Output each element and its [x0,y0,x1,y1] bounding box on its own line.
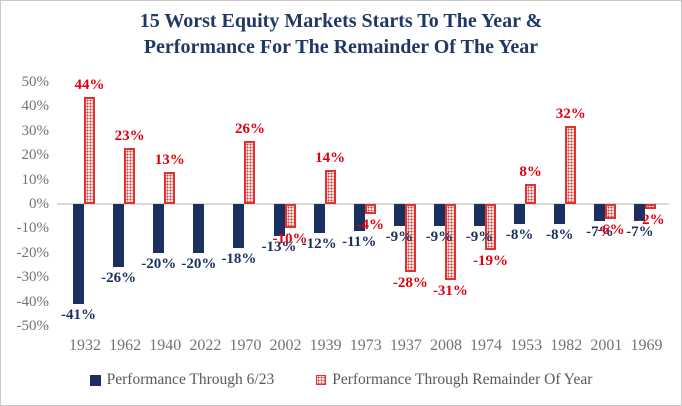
bar-performance-remainder [565,125,577,204]
bar-performance-through-6-23 [634,204,646,222]
bar-value-label: 23% [114,127,145,144]
chart-title: 15 Worst Equity Markets Starts To The Ye… [1,8,681,60]
bar-value-label: -7% [626,224,654,241]
bar-performance-remainder [284,204,296,229]
bar-value-label: -13% [261,238,297,255]
bar-value-label: -2% [637,211,665,228]
bar-performance-through-6-23 [193,204,205,253]
y-axis-tick-label: -40% [16,293,50,310]
bar-value-label: -18% [221,250,257,267]
bar-value-label: 26% [234,120,265,137]
bar-performance-through-6-23 [233,204,245,248]
bar-performance-remainder [164,172,176,204]
x-axis-year-label: 1973 [349,337,382,354]
legend: Performance Through 6/23 Performance Thr… [1,371,681,389]
y-axis-tick-label: -10% [16,220,50,237]
bar-performance-through-6-23 [474,204,486,226]
bar-value-label: 44% [74,76,105,93]
y-axis-tick-label: 20% [21,147,50,164]
chart-title-line1: 15 Worst Equity Markets Starts To The Ye… [139,10,543,32]
x-axis-year-label: 1953 [510,337,543,354]
bar-performance-remainder [444,204,456,280]
bar-value-label: -31% [432,282,468,299]
bar-performance-remainder [84,96,96,204]
bar-value-label: -20% [141,255,177,272]
legend-label: Performance Through 6/23 [106,371,275,388]
bar-performance-through-6-23 [153,204,165,253]
bar-performance-remainder [485,204,497,251]
bar-value-label: -20% [181,255,217,272]
bar-value-label: -9% [425,228,454,245]
x-axis-year-label: 2008 [429,337,462,354]
bar-value-label: -9% [385,228,414,245]
red-series-swatch-icon [316,375,327,385]
x-axis-year-label: 1939 [309,337,342,354]
bar-value-label: -6% [597,221,625,238]
bar-value-label: -8% [546,226,574,243]
bar-value-label: 32% [555,105,586,122]
bar-value-label: -28% [392,275,428,292]
bar-performance-through-6-23 [393,204,405,226]
bar-performance-remainder [404,204,416,273]
bar-performance-through-6-23 [113,204,125,268]
bar-performance-through-6-23 [514,204,526,224]
legend-label: Performance Through Remainder Of Year [332,371,593,388]
bar-performance-remainder [324,169,336,204]
navy-series-swatch-icon [89,374,101,386]
legend-item-performance-through-6-23: Performance Through 6/23 [89,371,275,389]
bar-performance-through-6-23 [433,204,445,226]
bar-value-label: -11% [342,233,377,250]
x-axis-year-label: 2002 [269,337,302,354]
y-axis-tick-label: -50% [16,318,50,334]
bar-value-label: -8% [505,226,534,243]
bar-performance-through-6-23 [73,204,85,305]
bar-value-label: 14% [315,149,346,166]
x-axis-year-label: 1970 [229,337,262,354]
bar-value-label: -10% [272,231,308,248]
x-axis-year-label: 1974 [470,337,503,354]
bar-performance-remainder [525,184,537,204]
bar-performance-remainder [124,147,136,204]
y-axis-tick-label: -20% [16,244,50,261]
bar-performance-through-6-23 [273,204,285,236]
bar-value-label: -41% [61,307,97,324]
x-axis-year-label: 1940 [149,337,182,354]
bar-value-label: 13% [154,152,185,169]
x-axis-year-label: 2001 [590,337,623,354]
x-axis-year-label: 1982 [550,337,583,354]
y-axis-tick-label: 30% [21,122,50,139]
chart-title-line2: Performance For The Remainder Of The Yea… [143,36,539,58]
y-axis-tick-label: -30% [16,269,50,286]
x-axis-year-label: 1962 [109,337,142,354]
bar-value-label: -7% [586,224,614,241]
bar-value-label: -9% [465,228,494,245]
bar-value-label: -19% [473,253,509,270]
y-axis-tick-label: 0% [29,196,49,212]
bar-value-label: 8% [519,164,542,181]
y-axis-tick-label: 10% [21,171,50,188]
x-axis-year-label: 2022 [189,337,222,354]
bar-performance-through-6-23 [353,204,365,231]
bar-value-label: -12% [301,236,337,253]
x-axis-year-label: 1969 [630,337,663,354]
bar-performance-through-6-23 [554,204,566,224]
x-axis-year-label: 1937 [389,337,422,354]
bar-performance-through-6-23 [594,204,606,222]
y-axis-tick-label: 40% [21,98,50,115]
legend-item-performance-through-remainder: Performance Through Remainder Of Year [316,371,592,389]
bar-performance-through-6-23 [313,204,325,234]
bar-performance-remainder [244,140,256,204]
bar-performance-remainder [645,204,657,209]
bar-value-label: -26% [101,270,137,287]
y-axis-tick-label: 50% [21,74,50,90]
bar-performance-remainder [364,204,376,214]
bar-value-label: -4% [356,216,385,233]
bar-performance-remainder [605,204,617,219]
x-axis-year-label: 1932 [69,337,102,354]
